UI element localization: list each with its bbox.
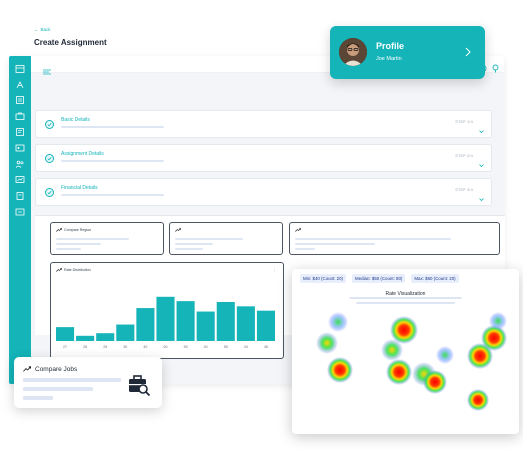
x-tick-label: 30 <box>123 345 127 349</box>
trend-up-icon <box>56 228 62 232</box>
bar-4 <box>136 308 155 341</box>
step-title: Financial Details <box>61 185 98 191</box>
rate-distribution-card: Rate Distribution ⋮ 27 28 25 30 40 60 55 40 55 34… <box>50 262 284 359</box>
x-tick-label: 55 <box>184 345 188 349</box>
placeholder-line <box>295 243 375 245</box>
profile-card[interactable]: Profile Joe Martin <box>330 26 485 79</box>
placeholder-line <box>56 243 101 245</box>
card-label: Compare Region <box>64 228 92 232</box>
x-tick-label: 55 <box>224 345 228 349</box>
bar-2 <box>96 333 115 341</box>
step-title: Assignment Details <box>61 151 104 157</box>
x-tick-label: 40 <box>143 345 147 349</box>
step-count: STEP 1/4 <box>455 120 473 124</box>
report-icon[interactable] <box>15 192 25 200</box>
x-tick-label: 27 <box>63 345 67 349</box>
sidebar <box>9 56 31 384</box>
chevron-down-icon[interactable] <box>479 155 484 168</box>
bar-0 <box>56 327 75 341</box>
check-icon <box>45 188 54 197</box>
compare-jobs-label: Compare Jobs <box>35 366 78 373</box>
placeholder-line <box>175 238 243 240</box>
chevron-down-icon[interactable] <box>479 189 484 202</box>
placeholder-line <box>23 378 121 382</box>
chevron-right-icon[interactable] <box>465 47 471 57</box>
compare-jobs-card[interactable]: Compare Jobs <box>14 357 162 408</box>
analytics-icon[interactable] <box>15 176 25 184</box>
x-tick-label: 46 <box>264 345 268 349</box>
heatmap-title: Rate Visualization <box>385 291 426 297</box>
bar-7 <box>196 311 215 341</box>
placeholder-line <box>175 243 213 245</box>
x-tick-label: 60 <box>164 345 168 349</box>
placeholder-line <box>56 248 81 250</box>
x-tick-label: 34 <box>244 345 248 349</box>
summary-card[interactable] <box>169 222 283 255</box>
x-tick-label: 28 <box>83 345 87 349</box>
avatar <box>339 38 367 66</box>
heatmap-hotspots <box>316 312 507 411</box>
median-chip: Median: $50 (Count: 80) <box>352 274 406 283</box>
placeholder-line <box>175 248 203 250</box>
step-title: Basic Details <box>61 117 90 123</box>
placeholder-line <box>349 297 462 299</box>
step-count: STEP 3/4 <box>455 188 473 192</box>
placeholder-line <box>56 238 129 240</box>
check-icon <box>45 154 54 163</box>
placeholder-line <box>356 302 455 304</box>
trend-up-icon <box>295 228 301 232</box>
bar-6 <box>176 301 195 341</box>
step-financial-details[interactable]: Financial Details STEP 3/4 <box>35 178 492 206</box>
step-assignment-details[interactable]: Assignment Details STEP 2/4 <box>35 144 492 172</box>
step-basic-details[interactable]: Basic Details STEP 1/4 <box>35 110 492 138</box>
heatmap-chart <box>316 297 507 411</box>
page-title: Create Assignment <box>34 38 107 47</box>
min-chip: Min: $40 (Count: 20) <box>300 274 347 283</box>
check-icon <box>45 120 54 129</box>
list-icon[interactable] <box>15 96 25 104</box>
placeholder-line <box>23 387 93 391</box>
briefcase-icon[interactable] <box>15 112 25 120</box>
profile-name: Joe Martin <box>376 56 402 62</box>
profile-title: Profile <box>376 41 405 51</box>
bar-9 <box>236 306 255 341</box>
back-label: Back <box>40 27 51 32</box>
x-tick-label: 25 <box>103 345 107 349</box>
x-tick-label: 40 <box>204 345 208 349</box>
back-link[interactable]: ← Back <box>34 27 51 32</box>
trend-up-icon <box>175 228 181 232</box>
rate-distribution-chart: 27 28 25 30 40 60 55 40 55 34 46 <box>56 296 275 349</box>
info-icon[interactable] <box>491 60 500 73</box>
step-subtitle-placeholder <box>61 194 164 196</box>
placeholder-line <box>295 248 315 250</box>
menu-icon[interactable] <box>43 62 51 75</box>
users-icon[interactable] <box>15 160 25 168</box>
placeholder-line <box>295 238 451 240</box>
step-count: STEP 2/4 <box>455 154 473 158</box>
placeholder-line <box>23 396 53 400</box>
summary-card-wide[interactable] <box>289 222 500 255</box>
briefcase-search-icon <box>129 375 151 397</box>
trend-up-icon <box>56 268 62 272</box>
chart-title: Rate Distribution <box>64 268 91 272</box>
bar-10 <box>256 310 275 341</box>
more-options-icon[interactable]: ⋮ <box>272 267 277 273</box>
id-card-icon[interactable] <box>15 144 25 152</box>
rate-visualization-card: Min: $40 (Count: 20) Median: $50 (Count:… <box>292 269 519 434</box>
chevron-down-icon[interactable] <box>479 121 484 134</box>
max-chip: Max: $60 (Count: 20) <box>411 274 459 283</box>
document-icon[interactable] <box>15 81 25 89</box>
step-subtitle-placeholder <box>61 160 164 162</box>
bar-8 <box>216 302 235 341</box>
dashboard-icon[interactable] <box>15 65 25 73</box>
trend-up-icon <box>23 366 31 372</box>
settings-icon[interactable] <box>15 208 25 216</box>
bar-5 <box>156 296 175 341</box>
arrow-left-icon: ← <box>34 27 39 32</box>
clipboard-icon[interactable] <box>15 128 25 136</box>
bar-3 <box>116 324 135 341</box>
bar-1 <box>76 335 95 341</box>
step-subtitle-placeholder <box>61 126 164 128</box>
compare-region-card[interactable]: Compare Region <box>50 222 164 255</box>
